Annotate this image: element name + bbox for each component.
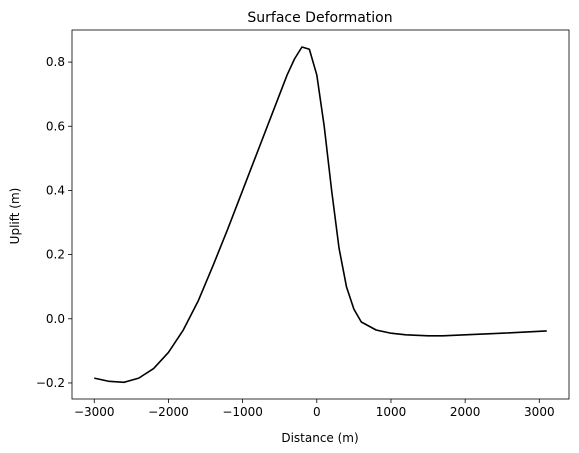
y-axis-label: Uplift (m) <box>8 188 22 245</box>
y-tick-label: 0.8 <box>46 55 65 69</box>
y-tick-label: 0.2 <box>46 248 65 262</box>
series-line-0 <box>94 46 547 384</box>
x-axis-ticks: −3000 −2000 −1000 0 1000 2000 3000 <box>74 399 555 419</box>
x-tick-label: 0 <box>313 405 321 419</box>
x-axis-label: Distance (m) <box>281 431 358 445</box>
x-tick-label: 1000 <box>376 405 407 419</box>
y-tick-label: 0.6 <box>46 119 65 133</box>
x-tick-label: 2000 <box>450 405 481 419</box>
x-tick-label: 3000 <box>524 405 555 419</box>
y-tick-label: 0.4 <box>46 183 65 197</box>
y-tick-label: 0.0 <box>46 312 65 326</box>
x-tick-label: −2000 <box>148 405 189 419</box>
x-tick-label: −3000 <box>74 405 115 419</box>
y-tick-label: −0.2 <box>36 376 65 390</box>
y-axis-ticks: −0.2 0.0 0.2 0.4 0.6 0.8 <box>36 55 72 390</box>
plot-area <box>71 29 570 400</box>
plot-frame <box>71 29 570 400</box>
chart-title: Surface Deformation <box>247 10 392 26</box>
x-tick-label: −1000 <box>222 405 263 419</box>
